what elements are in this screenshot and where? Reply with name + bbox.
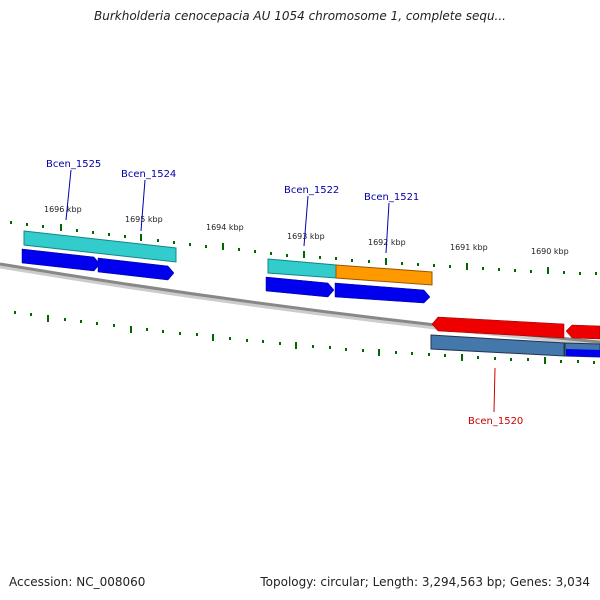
cog-track-reverse bbox=[430, 334, 600, 358]
tick-label-1695: 1695 kbp bbox=[125, 215, 163, 224]
cog-bar-steelblue[interactable] bbox=[430, 334, 565, 357]
leader-bcen-1524 bbox=[140, 179, 146, 232]
tick-track-top bbox=[10, 221, 597, 275]
cds-bcen-1522[interactable] bbox=[265, 276, 335, 298]
topology-text: Topology: circular; Length: 3,294,563 bp… bbox=[260, 575, 590, 589]
cog-bar-orange[interactable] bbox=[335, 264, 433, 286]
leader-bcen-1520 bbox=[493, 367, 496, 413]
cds-bcen-1525[interactable] bbox=[21, 248, 101, 272]
leader-bcen-1521 bbox=[385, 202, 390, 254]
cog-bar-cyan-left[interactable] bbox=[23, 230, 177, 263]
cds-track-forward bbox=[21, 248, 431, 304]
tick-track-bottom bbox=[14, 311, 595, 364]
gene-label-bcen-1520[interactable]: Bcen_1520 bbox=[468, 416, 523, 427]
cds-bcen-1520[interactable] bbox=[431, 316, 565, 339]
cds-track-reverse bbox=[431, 316, 600, 340]
cog-bar-cyan-mid[interactable] bbox=[267, 258, 337, 279]
tick-label-1693: 1693 kbp bbox=[287, 232, 325, 241]
cds-reverse-partial[interactable] bbox=[565, 324, 600, 340]
tick-label-1691: 1691 kbp bbox=[450, 243, 488, 252]
accession-text: Accession: NC_008060 bbox=[9, 575, 146, 589]
tick-label-1696: 1696 kbp bbox=[44, 205, 82, 214]
backbone-shadow bbox=[0, 263, 600, 347]
tick-label-1690: 1690 kbp bbox=[531, 247, 569, 256]
page-title: Burkholderia cenocepacia AU 1054 chromos… bbox=[94, 9, 506, 23]
leader-bcen-1522 bbox=[303, 195, 309, 247]
gene-label-bcen-1521[interactable]: Bcen_1521 bbox=[364, 192, 419, 203]
gene-label-bcen-1524[interactable]: Bcen_1524 bbox=[121, 169, 176, 180]
gene-label-bcen-1525[interactable]: Bcen_1525 bbox=[46, 159, 101, 170]
tick-label-1694: 1694 kbp bbox=[206, 223, 244, 232]
leader-bcen-1525 bbox=[65, 169, 72, 221]
cog-track-forward bbox=[23, 230, 433, 286]
cds-forward-partial[interactable] bbox=[566, 349, 600, 357]
cds-bcen-1521[interactable] bbox=[334, 282, 431, 304]
cds-bcen-1524[interactable] bbox=[97, 257, 175, 281]
gene-label-bcen-1522[interactable]: Bcen_1522 bbox=[284, 185, 339, 196]
